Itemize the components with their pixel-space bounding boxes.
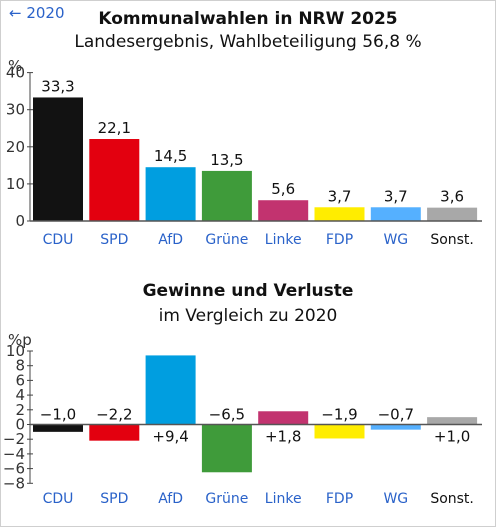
change-bar-fdp [314,424,365,439]
y-tick-label: 20 [6,138,25,156]
category-label: Linke [265,232,302,248]
bar-value-label: 3,7 [384,187,408,205]
bar-fdp [314,207,365,221]
category-label: CDU [43,232,74,248]
change-value-label: +1,8 [265,428,301,446]
category-label: SPD [100,232,128,248]
change-bar-wg [370,424,421,430]
y-tick-label: 40 [6,64,25,82]
bar-sonst. [427,207,478,221]
change-bar-sonst. [427,417,478,425]
bar-spd [89,139,140,221]
y-tick-label: 0 [15,212,25,230]
category-label: Sonst. [430,232,474,248]
chart-subtitle-changes: im Vergleich zu 2020 [158,306,338,326]
bar-value-label: 22,1 [98,119,131,137]
category-label: WG [383,232,408,248]
y-tick-label: 10 [6,175,25,193]
y-tick-label: 8 [15,357,25,375]
category-label: Grüne [205,491,248,507]
bar-value-label: 13,5 [210,151,243,169]
y-tick-label: 6 [15,371,25,389]
bar-value-label: 33,3 [41,77,74,95]
y-axis-unit-label: %p [8,331,32,349]
change-value-label: −6,5 [209,406,245,424]
y-tick-label: 10 [6,342,25,360]
y-tick-label: −8 [3,474,25,492]
category-label: CDU [43,491,74,507]
change-bar-cdu [33,424,83,432]
bar-value-label: 14,5 [154,147,187,165]
y-tick-label: 4 [15,386,25,404]
change-bar-linke [258,411,309,425]
bar-cdu [33,97,83,221]
category-label: AfD [158,491,183,507]
category-label: FDP [326,491,353,507]
change-value-label: +9,4 [152,428,188,446]
change-bar-afd [145,355,196,425]
bar-linke [258,200,309,221]
bar-value-label: 3,7 [328,187,352,205]
chart-title-results: Kommunalwahlen in NRW 2025 [98,9,398,29]
y-tick-label: −6 [3,460,25,478]
y-tick-label: 2 [15,401,25,419]
y-tick-label: −4 [3,445,25,463]
change-bar-grüne [201,424,252,473]
category-label: Sonst. [430,491,474,507]
bar-value-label: 3,6 [440,188,464,206]
category-label: Grüne [205,232,248,248]
bar-grüne [201,170,252,221]
category-label: Linke [265,491,302,507]
category-label: SPD [100,491,128,507]
y-tick-label: 30 [6,101,25,119]
chart-subtitle-results: Landesergebnis, Wahlbeteiligung 56,8 % [74,32,422,52]
change-value-label: −2,2 [96,406,132,424]
category-label: WG [383,491,408,507]
change-value-label: −1,9 [321,406,357,424]
chart-title-changes: Gewinne und Verluste [142,281,354,301]
y-tick-label: 0 [15,416,25,434]
change-bar-spd [89,424,140,441]
change-value-label: −1,0 [40,406,76,424]
bar-afd [145,167,196,221]
bar-wg [370,207,421,221]
y-tick-label: −2 [3,430,25,448]
y-axis-unit-label: % [8,57,22,75]
change-value-label: −0,7 [378,406,414,424]
results-bar-chart: % 0 10 20 30 40 33,3 CDU 22,1 SPD 14,5 AfD 13,5 Grüne… [6,57,482,248]
category-label: AfD [158,232,183,248]
back-to-2020-link[interactable]: ← 2020 [9,4,65,22]
category-label: FDP [326,232,353,248]
bar-value-label: 5,6 [271,180,295,198]
change-value-label: +1,0 [434,428,470,446]
